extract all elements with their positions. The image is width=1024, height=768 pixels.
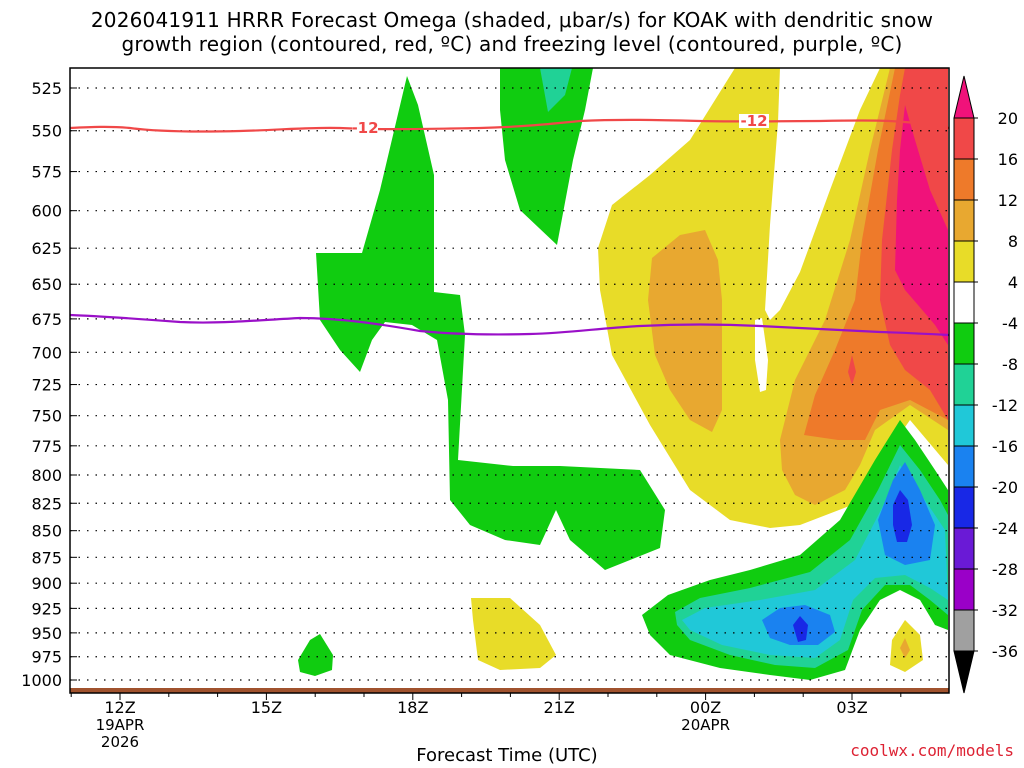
x-axis-label: Forecast Time (UTC) — [0, 745, 1024, 766]
x-tick-label: 03Z — [836, 698, 867, 717]
site-credit: coolwx.com/models — [850, 741, 1014, 760]
colorbar-label: -28 — [992, 560, 1018, 579]
y-tick-label: 1000 — [21, 671, 62, 690]
y-tick-label: 700 — [31, 343, 62, 362]
y-tick-label: 600 — [31, 202, 62, 221]
chart-title-line1: 2026041911 HRRR Forecast Omega (shaded, … — [90, 8, 934, 32]
omega-region-rise-bottom-20 — [893, 490, 912, 542]
y-tick-label: 925 — [31, 599, 62, 618]
colorbar-label: -12 — [992, 396, 1018, 415]
dgz-isotherm-contour: -12 -12 — [70, 112, 949, 137]
colorbar-label: 16 — [998, 150, 1018, 169]
colorbar-label: -8 — [1002, 355, 1018, 374]
colorbar-label: 4 — [1008, 273, 1018, 292]
colorbar-label: -4 — [1002, 314, 1018, 333]
y-tick-label: 550 — [31, 122, 62, 141]
y-tick-label: 675 — [31, 310, 62, 329]
colorbar-label: 12 — [998, 191, 1018, 210]
colorbar-label: -20 — [992, 478, 1018, 497]
x-tick-label: 15Z — [251, 698, 282, 717]
x-tick-date: 20APR — [681, 716, 730, 734]
colorbar-label: -36 — [992, 642, 1018, 661]
x-tick-year: 2026 — [101, 733, 139, 751]
y-tick-label: 850 — [31, 522, 62, 541]
y-axis: 525 550 575 600 625 650 675 700 725 750 775 800 825 8… — [21, 79, 77, 690]
ground-strip — [70, 688, 949, 693]
y-tick-label: 750 — [31, 407, 62, 426]
freezing-level-contour — [70, 313, 949, 337]
colorbar-band — [953, 609, 975, 652]
y-tick-label: 825 — [31, 494, 62, 513]
colorbar-band — [953, 322, 975, 365]
colorbar-band — [953, 199, 975, 242]
y-tick-label: 875 — [31, 548, 62, 567]
y-tick-label: 800 — [31, 466, 62, 485]
y-tick-label: 575 — [31, 163, 62, 182]
dgz-isotherm-label: -12 — [740, 112, 767, 130]
colorbar-band — [953, 486, 975, 529]
x-tick-label: 12Z — [104, 698, 135, 717]
y-tick-label: 625 — [31, 239, 62, 258]
x-tick-date: 19APR — [96, 716, 145, 734]
omega-region-neutral-notch — [755, 318, 768, 392]
colorbar-band — [953, 404, 975, 447]
colorbar-label: -16 — [992, 437, 1018, 456]
y-tick-label: 950 — [31, 624, 62, 643]
omega-region-weak-rise-left — [316, 76, 665, 570]
colorbar-band — [953, 527, 975, 570]
colorbar: 20 16 12 8 4 -4 -8 -12 -16 -20 -24 -28 -32 -36 — [953, 75, 1018, 694]
colorbar-label: -32 — [992, 601, 1018, 620]
omega-region-sink-small-core — [900, 638, 910, 658]
colorbar-bottom-arrow — [953, 650, 975, 694]
omega-region-sink-20 — [895, 105, 948, 345]
x-tick-label: 18Z — [397, 698, 428, 717]
colorbar-top-arrow — [953, 75, 975, 119]
plot-frame — [69, 67, 950, 694]
colorbar-band — [953, 158, 975, 201]
colorbar-label: -24 — [992, 519, 1018, 538]
x-axis-label-text: Forecast Time (UTC) — [416, 745, 598, 766]
colorbar-band — [953, 568, 975, 611]
colorbar-band — [953, 363, 975, 406]
y-tick-label: 900 — [31, 574, 62, 593]
omega-region-sink-lower — [471, 598, 556, 670]
y-tick-label: 775 — [31, 437, 62, 456]
omega-region-rise-bottom-20b — [793, 616, 808, 642]
x-tick-label: 00Z — [690, 698, 721, 717]
y-tick-label: 975 — [31, 648, 62, 667]
omega-region-small-rise — [298, 634, 333, 676]
colorbar-band — [953, 117, 975, 160]
omega-region-weak-rise-top — [500, 68, 593, 245]
freezing-level-line — [70, 313, 949, 337]
omega-region-moderate-rise-top — [540, 68, 572, 112]
colorbar-label: 20 — [998, 109, 1018, 128]
colorbar-band — [953, 281, 975, 324]
chart-title-line2: growth region (contoured, red, ºC) and f… — [121, 32, 903, 56]
omega-shading — [298, 68, 948, 680]
chart-title: 2026041911 HRRR Forecast Omega (shaded, … — [0, 8, 1024, 56]
dgz-isotherm-line — [70, 118, 949, 133]
x-tick-label: 21Z — [544, 698, 575, 717]
y-tick-label: 650 — [31, 275, 62, 294]
colorbar-band — [953, 445, 975, 488]
y-tick-label: 725 — [31, 376, 62, 395]
dgz-isotherm-label: -12 — [351, 119, 378, 137]
y-tick-label: 525 — [31, 79, 62, 98]
colorbar-band — [953, 240, 975, 283]
omega-region-sink-8 — [648, 230, 722, 432]
omega-region-sink-16-spot — [848, 355, 856, 385]
colorbar-label: 8 — [1008, 232, 1018, 251]
